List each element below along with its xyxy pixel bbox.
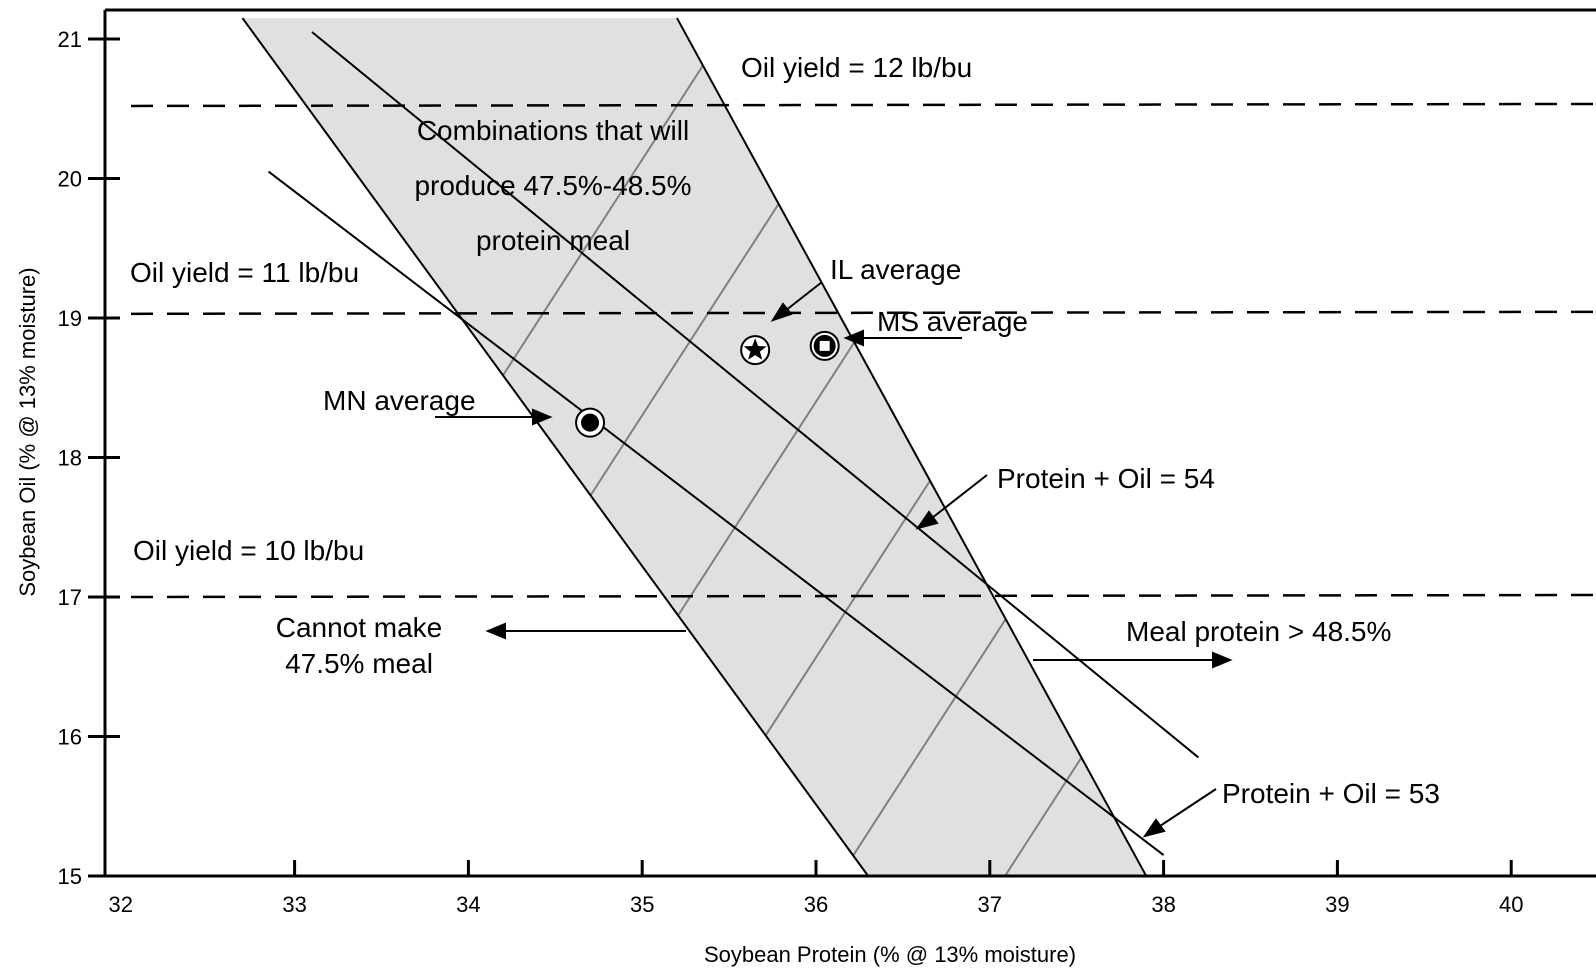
point-marker-star	[743, 338, 767, 360]
mn-average-label: MN average	[323, 385, 476, 416]
protein-oil-53-arrow-head	[1142, 818, 1166, 838]
point-star	[740, 335, 771, 366]
protein-oil-53-label: Protein + Oil = 53	[1222, 778, 1440, 809]
cannot-make-label-line-1: Cannot make	[276, 612, 443, 643]
y-tick-label-21: 21	[58, 27, 82, 52]
mn-arrow-head	[532, 408, 553, 426]
hatch-line	[1004, 18, 1147, 876]
y-axis-title: Soybean Oil (% @ 13% moisture)	[15, 267, 40, 596]
y-tick-label-20: 20	[58, 167, 82, 192]
x-axis-title: Soybean Protein (% @ 13% moisture)	[704, 942, 1076, 967]
oil-yield-11-label: Oil yield = 11 lb/bu	[130, 257, 359, 288]
il-arrow-line	[784, 281, 823, 312]
cannot-make-arrow-head	[485, 622, 506, 640]
y-tick-label-17: 17	[58, 585, 82, 610]
oil-yield-line-2	[130, 593, 1596, 599]
oil-yield-12-label: Oil yield = 12 lb/bu	[741, 52, 972, 83]
oil-yield-10-label: Oil yield = 10 lb/bu	[133, 535, 364, 566]
y-tick-label-19: 19	[58, 306, 82, 331]
point-marker-square	[817, 338, 832, 353]
x-tick-label-33: 33	[282, 892, 306, 917]
region-right-edge	[676, 17, 1148, 877]
axis-ticks: 32 33 34 35 36 37 38 39 40 15 16 17 18 19 20 21	[58, 27, 1524, 917]
region-label-line-3: protein meal	[476, 225, 630, 256]
y-tick-label-16: 16	[58, 725, 82, 750]
y-tick-label-18: 18	[58, 446, 82, 471]
il-arrow-head	[770, 302, 793, 322]
ms-arrow-head	[843, 329, 864, 347]
x-tick-label-36: 36	[804, 892, 828, 917]
hatch-line	[1335, 0, 1596, 876]
x-tick-label-40: 40	[1499, 892, 1523, 917]
sum-line-1	[267, 170, 1165, 856]
x-tick-label-34: 34	[456, 892, 480, 917]
axes	[103, 8, 1596, 878]
hatch-line	[839, 18, 1147, 876]
point-square	[809, 330, 840, 361]
meal-protein-arrow-head	[1212, 651, 1233, 669]
sum-line-0	[311, 31, 1199, 759]
annotation-arrows	[435, 281, 1233, 838]
region-label-line-1: Combinations that will	[417, 115, 689, 146]
point-marker-circle	[581, 413, 600, 432]
cannot-make-label-line-2: 47.5% meal	[285, 648, 433, 679]
protein-oil-54-arrow-line	[931, 474, 988, 519]
data-points	[575, 330, 840, 438]
oil-yield-line-1	[130, 310, 1596, 316]
region-label-line-2: produce 47.5%-48.5%	[414, 170, 691, 201]
y-tick-label-15: 15	[58, 864, 82, 889]
protein-oil-54-label: Protein + Oil = 54	[997, 463, 1215, 494]
protein-oil-53-arrow-line	[1159, 788, 1217, 827]
ms-average-label: MS average	[877, 306, 1028, 337]
hatch-line	[1170, 0, 1596, 876]
region-fill	[242, 18, 1147, 876]
x-tick-label-35: 35	[630, 892, 654, 917]
region-left-edge	[241, 17, 869, 877]
feasible-region	[241, 0, 1596, 877]
x-tick-label-37: 37	[978, 892, 1002, 917]
meal-protein-label: Meal protein > 48.5%	[1126, 616, 1391, 647]
x-tick-label-39: 39	[1325, 892, 1349, 917]
protein-oil-54-arrow-head	[915, 510, 939, 530]
hatch-line	[1500, 0, 1596, 876]
x-tick-label-32: 32	[109, 892, 133, 917]
x-tick-label-38: 38	[1151, 892, 1175, 917]
oil-yield-line-0	[130, 102, 1596, 108]
il-average-label: IL average	[830, 254, 961, 285]
point-circle	[575, 407, 606, 438]
chart-lines	[130, 31, 1596, 856]
